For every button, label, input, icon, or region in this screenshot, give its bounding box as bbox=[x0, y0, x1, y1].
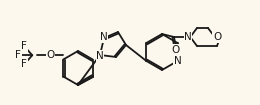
Text: N: N bbox=[174, 56, 181, 66]
Text: F: F bbox=[21, 41, 27, 51]
Text: N: N bbox=[184, 32, 192, 42]
Text: N: N bbox=[96, 51, 104, 61]
Text: O: O bbox=[213, 32, 221, 42]
Text: F: F bbox=[21, 59, 27, 69]
Text: N: N bbox=[100, 32, 108, 42]
Text: F: F bbox=[15, 50, 21, 60]
Text: O: O bbox=[46, 50, 54, 60]
Text: O: O bbox=[172, 45, 180, 55]
